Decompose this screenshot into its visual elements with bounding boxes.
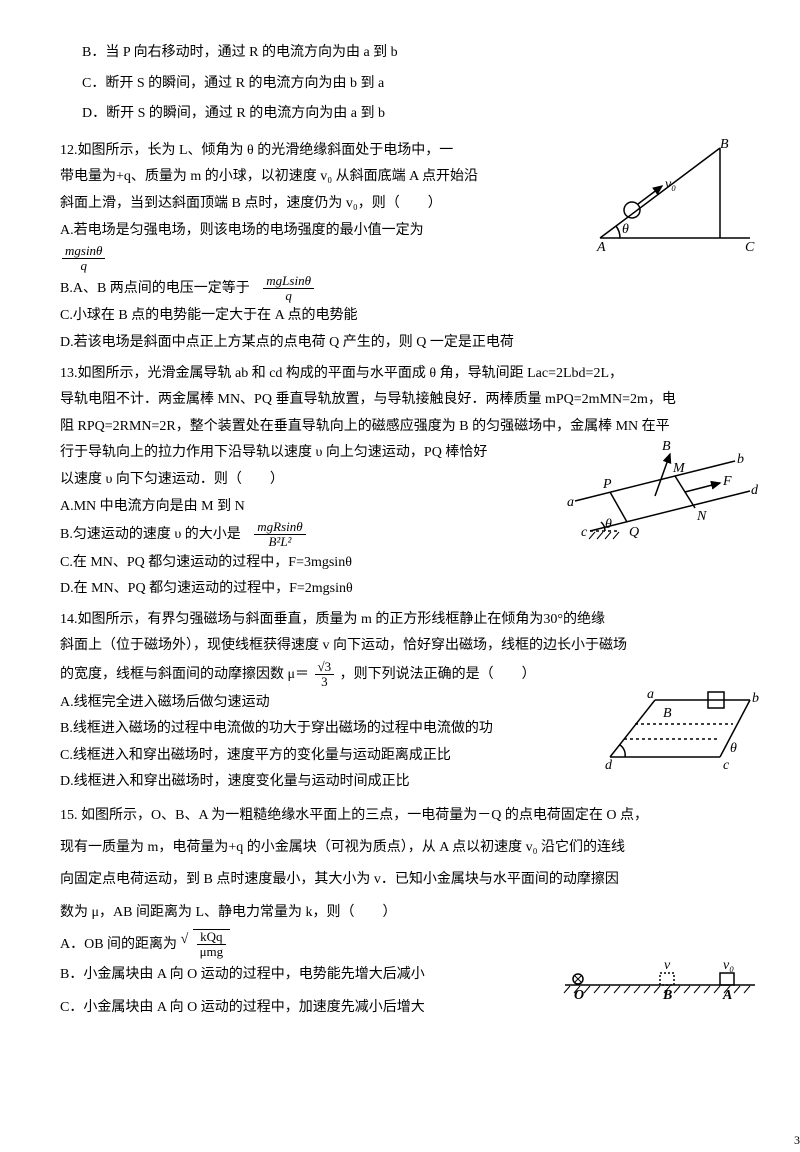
svg-text:a: a (567, 495, 574, 510)
svg-text:θ: θ (622, 222, 629, 237)
svg-text:c: c (581, 525, 588, 540)
q15-line3: 向固定点电荷运动，到 B 点时速度最小，其大小为 v．已知小金属块与水平面间的动… (60, 864, 760, 896)
q15-figure: O B A v v₀ (560, 955, 760, 1000)
svg-text:a: a (647, 687, 654, 702)
q13-line2: 导轨电阻不计．两金属棒 MN、PQ 垂直导轨放置，与导轨接触良好．两棒质量 mP… (60, 387, 760, 414)
svg-text:A: A (722, 988, 732, 1000)
q12: A B C θ v₀ 12.如图所示，长为 L、倾角为 θ 的光滑绝缘斜面处于电… (60, 138, 760, 357)
option-d: D．断开 S 的瞬间，通过 R 的电流方向为由 a 到 b (82, 101, 760, 128)
option-b: B．当 P 向右移动时，通过 R 的电流方向为由 a 到 b (82, 40, 760, 67)
q14-line1: 14.如图所示，有界匀强磁场与斜面垂直，质量为 m 的正方形线框静止在倾角为30… (60, 607, 760, 634)
svg-text:v: v (664, 958, 671, 973)
q13-line1: 13.如图所示，光滑金属导轨 ab 和 cd 构成的平面与水平面成 θ 角，导轨… (60, 361, 760, 388)
svg-text:Q: Q (629, 525, 639, 540)
svg-text:N: N (696, 509, 707, 524)
svg-text:B: B (720, 138, 729, 152)
q15-line2: 现有一质量为 m，电荷量为+q 的小金属块（可视为质点），从 A 点以初速度 v… (60, 832, 760, 864)
option-c: C．断开 S 的瞬间，通过 R 的电流方向为由 b 到 a (82, 71, 760, 98)
q14-opt-d: D.线框进入和穿出磁场时，速度变化量与运动时间成正比 (60, 769, 760, 796)
q15-line1: 15. 如图所示，O、B、A 为一粗糙绝缘水平面上的三点，一电荷量为－Q 的点电… (60, 800, 760, 832)
q14-line2: 斜面上（位于磁场外），现使线框获得速度 v 向下运动，恰好穿出磁场，线框的边长小… (60, 633, 760, 660)
svg-text:A: A (596, 240, 606, 253)
svg-text:v₀: v₀ (723, 958, 734, 973)
q13: 13.如图所示，光滑金属导轨 ab 和 cd 构成的平面与水平面成 θ 角，导轨… (60, 361, 760, 603)
page-number: 3 (794, 1129, 800, 1152)
q14-figure: d c a b θ B (600, 682, 760, 772)
svg-text:B: B (663, 706, 672, 721)
svg-text:O: O (574, 988, 584, 1000)
q12-opt-b: B.A、B 两点间的电压一定等于 mgLsinθq (60, 274, 760, 304)
svg-text:M: M (672, 461, 686, 476)
svg-text:B: B (662, 988, 672, 1000)
svg-text:θ: θ (730, 741, 737, 756)
svg-text:P: P (602, 477, 612, 492)
q14: 14.如图所示，有界匀强磁场与斜面垂直，质量为 m 的正方形线框静止在倾角为30… (60, 607, 760, 796)
svg-text:θ: θ (605, 517, 612, 532)
svg-text:v₀: v₀ (665, 177, 676, 192)
q15-line4: 数为 μ，AB 间距离为 L、静电力常量为 k，则（ ） (60, 897, 760, 929)
q12-opt-d: D.若该电场是斜面中点正上方某点的点电荷 Q 产生的，则 Q 一定是正电荷 (60, 330, 760, 357)
q13-opt-d: D.在 MN、PQ 都匀速运动的过程中，F=2mgsinθ (60, 576, 760, 603)
svg-text:B: B (662, 439, 671, 454)
svg-text:d: d (751, 483, 759, 498)
svg-text:F: F (722, 474, 732, 489)
q13-figure: B P Q M N F a b c d θ (565, 436, 760, 556)
q15: 15. 如图所示，O、B、A 为一粗糙绝缘水平面上的三点，一电荷量为－Q 的点电… (60, 800, 760, 1024)
svg-text:d: d (605, 758, 613, 772)
svg-text:c: c (723, 758, 730, 772)
svg-text:b: b (752, 691, 759, 706)
q12-figure: A B C θ v₀ (590, 138, 760, 253)
svg-text:b: b (737, 452, 744, 467)
q12-opt-c: C.小球在 B 点的电势能一定大于在 A 点的电势能 (60, 303, 760, 330)
svg-text:C: C (745, 240, 755, 253)
